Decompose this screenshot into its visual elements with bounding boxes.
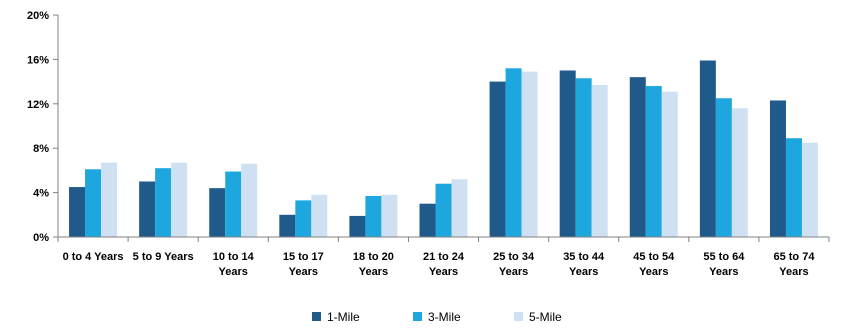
legend-label-3-mile: 3-Mile xyxy=(428,310,461,324)
bar-1-mile xyxy=(209,188,226,237)
bar-5-mile xyxy=(311,194,328,237)
x-tick-label: 10 to 14 xyxy=(213,251,255,263)
legend-swatch-3-mile xyxy=(413,312,422,321)
y-tick-label: 20% xyxy=(27,10,49,22)
bar-3-mile xyxy=(295,200,312,237)
bar-5-mile xyxy=(101,162,118,237)
bar-3-mile xyxy=(505,68,522,237)
y-axis: 0% 4% 8% 12% 16% 20% xyxy=(27,10,59,244)
bars xyxy=(69,60,818,238)
legend-swatch-5-mile xyxy=(514,312,523,321)
legend-label-5-mile: 5-Mile xyxy=(529,310,562,324)
y-tick-label: 16% xyxy=(27,54,49,66)
bar-3-mile xyxy=(715,98,732,237)
bar-5-mile xyxy=(381,194,398,237)
x-tick-label: 65 to 74 xyxy=(773,251,815,263)
x-tick-label: 5 to 9 Years xyxy=(133,251,194,263)
bar-3-mile xyxy=(365,195,382,237)
x-tick-label: 25 to 34 xyxy=(493,251,535,263)
x-tick-label: Years xyxy=(779,266,808,278)
bar-1-mile xyxy=(769,100,786,237)
x-tick-label: 0 to 4 Years xyxy=(63,251,124,263)
y-tick-label: 0% xyxy=(33,232,49,244)
bar-5-mile xyxy=(591,84,608,238)
bar-3-mile xyxy=(155,168,172,237)
bar-3-mile xyxy=(575,78,592,238)
bar-1-mile xyxy=(279,214,296,237)
bar-1-mile xyxy=(69,187,86,237)
bar-5-mile xyxy=(451,179,468,237)
bar-1-mile xyxy=(629,77,646,237)
bar-1-mile xyxy=(489,81,506,237)
bar-1-mile xyxy=(559,70,576,237)
y-tick-label: 4% xyxy=(33,188,49,200)
y-tick-label: 12% xyxy=(27,99,49,111)
x-tick-label: Years xyxy=(359,266,388,278)
x-tick-label: Years xyxy=(499,266,528,278)
bar-3-mile xyxy=(225,171,242,237)
bar-3-mile xyxy=(785,138,802,237)
bar-5-mile xyxy=(801,142,818,237)
x-tick-label: 15 to 17 xyxy=(283,251,324,263)
x-tick-label: 18 to 20 xyxy=(353,251,394,263)
x-tick-label: Years xyxy=(569,266,598,278)
x-tick-label: Years xyxy=(219,266,248,278)
x-tick-label: 55 to 64 xyxy=(703,251,745,263)
bar-5-mile xyxy=(241,163,258,237)
bar-5-mile xyxy=(661,91,678,237)
x-tick-label: 21 to 24 xyxy=(423,251,465,263)
bar-1-mile xyxy=(699,60,716,238)
bar-5-mile xyxy=(731,108,748,238)
bar-1-mile xyxy=(139,181,156,237)
x-tick-label: Years xyxy=(289,266,318,278)
x-tick-label: 45 to 54 xyxy=(633,251,675,263)
legend-swatch-1-mile xyxy=(312,312,321,321)
bar-3-mile xyxy=(435,183,452,237)
bar-3-mile xyxy=(645,86,662,237)
bar-5-mile xyxy=(521,71,538,237)
x-tick-label: Years xyxy=(639,266,668,278)
y-tick-label: 8% xyxy=(33,143,49,155)
bar-1-mile xyxy=(349,215,366,237)
bar-1-mile xyxy=(419,203,436,237)
legend: 1-Mile 3-Mile 5-Mile xyxy=(312,310,562,324)
x-tick-label: Years xyxy=(429,266,458,278)
x-tick-label: 35 to 44 xyxy=(563,251,605,263)
legend-label-1-mile: 1-Mile xyxy=(327,310,360,324)
x-axis: 0 to 4 Years 5 to 9 Years 10 to 14 Years 15 … xyxy=(57,236,830,278)
x-tick-label: Years xyxy=(709,266,738,278)
bar-3-mile xyxy=(85,169,102,237)
bar-5-mile xyxy=(171,162,188,237)
